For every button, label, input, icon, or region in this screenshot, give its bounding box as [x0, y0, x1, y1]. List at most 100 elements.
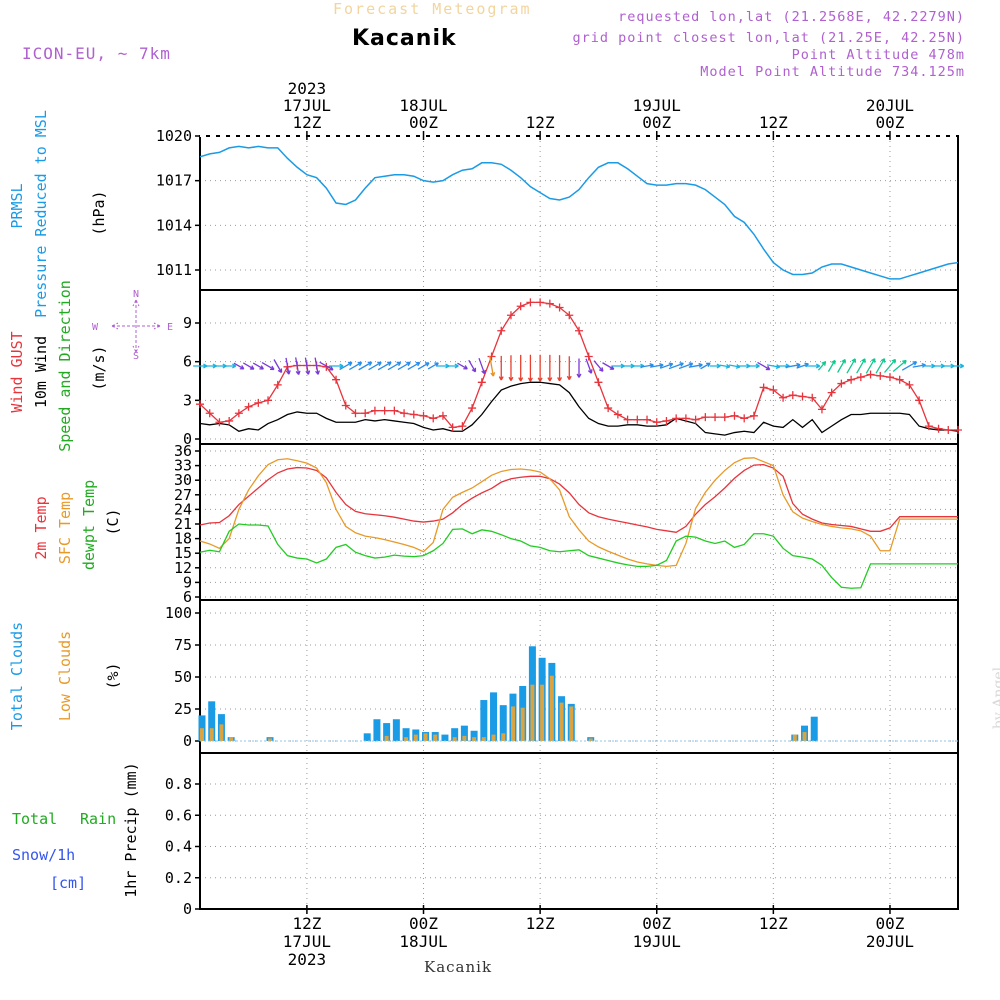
wind-gust-marker	[545, 299, 554, 308]
clouds-ytick-label: 75	[174, 636, 192, 654]
series-2m-temp-line	[199, 463, 958, 533]
top-time-label: 20JUL	[866, 96, 914, 115]
low-clouds-bar	[200, 728, 204, 741]
low-clouds-bar	[472, 737, 477, 741]
requested-coords: requested lon,lat (21.2568E, 42.2279N)	[618, 9, 965, 25]
wind-direction-arrow	[261, 361, 275, 371]
low-clouds-bar	[569, 706, 574, 741]
series-10m-wind-line	[199, 381, 959, 436]
wind-gust-marker	[817, 405, 826, 414]
bottom-time-label: 00Z	[642, 914, 671, 933]
wind-direction-arrow	[748, 363, 760, 369]
wind-direction-arrow	[368, 361, 382, 371]
wind-gust-marker	[506, 311, 515, 320]
total-clouds-bar	[810, 716, 818, 741]
meteogram-supertitle: Forecast Meteogram	[333, 0, 532, 18]
wind-gust-marker	[419, 411, 428, 420]
wind-direction-arrow	[738, 363, 751, 369]
wind-direction-arrow	[576, 358, 582, 378]
total-clouds-bar	[363, 733, 371, 741]
wind-gust-marker	[944, 425, 953, 434]
clouds-unit-label: (%)	[104, 662, 122, 689]
low-clouds-bar	[384, 735, 389, 741]
wind-gust-marker	[866, 370, 875, 379]
low-clouds-bar	[510, 706, 515, 741]
low-clouds-bar	[588, 738, 593, 741]
low-clouds-bar	[433, 734, 438, 741]
wind-gust-marker	[924, 422, 933, 431]
wind-gust-marker	[234, 409, 243, 418]
wind-gust-marker	[332, 375, 341, 384]
wind-gust-marker	[477, 378, 486, 387]
temperature-panel-frame	[199, 443, 959, 601]
low-clouds-label: Low Clouds	[56, 631, 74, 721]
temperature-grid	[200, 444, 958, 600]
wind-gust-marker	[244, 402, 253, 411]
temperature-ytick-label: 9	[183, 573, 192, 591]
pressure-ytick-label: 1014	[156, 216, 192, 234]
series-dewpt-temp-line	[199, 523, 958, 589]
bottom-time-label: 18JUL	[399, 932, 447, 951]
wind-direction-arrow	[700, 362, 711, 370]
wind-direction-arrow	[273, 359, 283, 374]
wind-gust-marker	[749, 411, 758, 420]
wind-direction-arrow	[547, 354, 553, 382]
wind-direction-arrow	[719, 363, 731, 369]
total-clouds-bar	[402, 728, 410, 741]
wind-gust-marker	[400, 409, 409, 418]
wind-gust-marker	[536, 298, 545, 307]
wind-grid	[200, 290, 958, 444]
temperature-ytick-label: 24	[174, 500, 192, 518]
wind-gust-marker	[458, 422, 467, 431]
temp-2m-label: 2m Temp	[32, 496, 50, 559]
wind-gust-marker	[604, 404, 613, 413]
wind-gust-marker	[497, 326, 506, 335]
wind-gust-marker	[652, 418, 661, 427]
total-clouds-bar	[392, 719, 400, 741]
low-clouds-bar	[549, 675, 554, 741]
pressure-label-reduced: Pressure Reduced to MSL	[32, 110, 50, 318]
wind-gust-marker	[555, 303, 564, 312]
wind-direction-arrow	[884, 358, 897, 373]
precip-grid	[200, 753, 958, 909]
wind-gust-marker	[254, 398, 263, 407]
wind-direction-arrow	[417, 362, 430, 370]
precip-ytick-label: 0.6	[165, 806, 192, 824]
wind-direction-arrow	[518, 354, 524, 382]
wind-direction-arrow	[650, 362, 664, 368]
wind-gust-marker	[341, 401, 350, 410]
wind-gust-marker	[954, 425, 962, 434]
wind-gust-marker	[837, 379, 846, 388]
total-clouds-bar	[451, 728, 459, 741]
wind-direction-arrow	[489, 355, 496, 377]
low-clouds-bar	[404, 737, 409, 741]
wind-gust-marker	[788, 391, 797, 400]
wind-direction-arrow	[222, 363, 237, 369]
wind-direction-arrow	[387, 361, 402, 371]
wind-direction-arrow	[688, 362, 703, 368]
series-sfc-temp-line	[199, 457, 958, 567]
wind-direction-arrow	[837, 358, 846, 373]
wind-gust-marker	[264, 396, 273, 405]
wind-gust-marker	[691, 415, 700, 424]
wind-direction-arrow	[285, 357, 291, 375]
wind-ytick-label: 0	[183, 430, 192, 448]
wind-10m-label: 10m Wind	[32, 336, 50, 408]
wind-direction-arrow	[328, 363, 344, 369]
wind-direction-arrow	[846, 358, 856, 374]
wind-gust-marker	[711, 413, 720, 422]
low-clouds-bar	[481, 737, 486, 741]
compass-rose-icon	[111, 299, 161, 353]
wind-direction-arrow	[817, 361, 827, 371]
point-altitude: Point Altitude 478m	[791, 47, 965, 63]
top-time-label: 17JUL	[283, 96, 331, 115]
wind-gust-marker	[895, 375, 904, 384]
bottom-time-label: 19JUL	[633, 932, 681, 951]
bottom-time-label: 12Z	[759, 914, 788, 933]
wind-direction-arrow	[892, 359, 907, 372]
wind-gust-marker	[720, 413, 729, 422]
total-clouds-bar	[383, 723, 391, 741]
top-time-label: 2023	[288, 79, 327, 98]
wind-gust-marker	[215, 418, 224, 427]
low-clouds-bar	[520, 707, 525, 741]
